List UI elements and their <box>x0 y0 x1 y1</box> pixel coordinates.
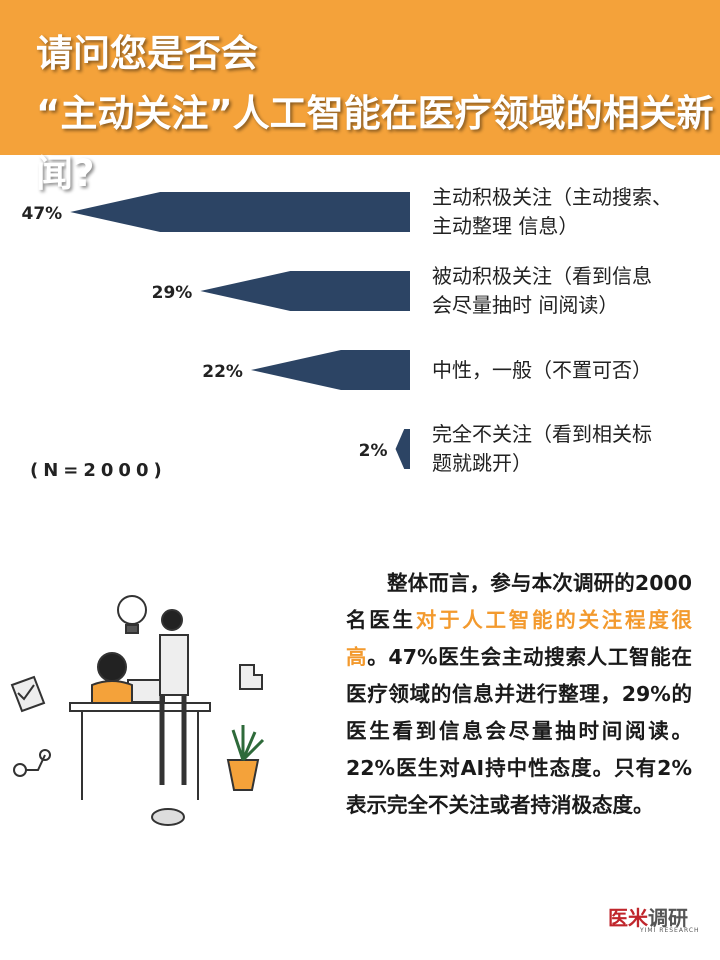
category-label: 中性，一般（不置可否） <box>432 357 652 382</box>
value-label: 22% <box>202 362 243 382</box>
illustration <box>10 595 265 826</box>
header-band <box>0 0 720 155</box>
value-label: 29% <box>152 283 193 303</box>
bar <box>250 350 410 390</box>
value-label: 47% <box>21 204 62 224</box>
summary-text: 整体而言，参与本次调研的2000名医生对于人工智能的关注程度很高。47%医生会主… <box>346 565 692 824</box>
category-label: 完全不关注（看到相关标 题就跳开） <box>432 422 652 475</box>
sample-note: (N=2000) <box>30 460 167 481</box>
summary-part: 。47%医生会主动搜索人工智能在医疗领域的信息并进行整理，29%的医生看到信息会… <box>346 645 692 817</box>
bar <box>70 192 410 232</box>
category-label: 被动积极关注（看到信息 会尽量抽时 间阅读） <box>432 264 652 317</box>
logo-b: 调研 <box>648 906 688 930</box>
logo: 医米调研 <box>608 902 688 931</box>
bar <box>395 429 410 469</box>
chart-title: 请问您是否会 “主动关注”人工智能在医疗领域的相关新闻? <box>36 32 714 195</box>
category-label: 主动积极关注（主动搜索、 主动整理 信息） <box>432 185 672 238</box>
summary-part: 整体而言，参与本次调研的2000名医生 <box>346 571 692 632</box>
summary-highlight: 对于人工智能的关注程度很高 <box>346 608 692 669</box>
chart: 47% 29% 22% 2% <box>21 192 410 469</box>
bar <box>200 271 410 311</box>
logo-a: 医米 <box>608 906 648 930</box>
logo-sub: YIMI RESEARCH <box>640 927 700 934</box>
value-label: 2% <box>359 441 388 461</box>
